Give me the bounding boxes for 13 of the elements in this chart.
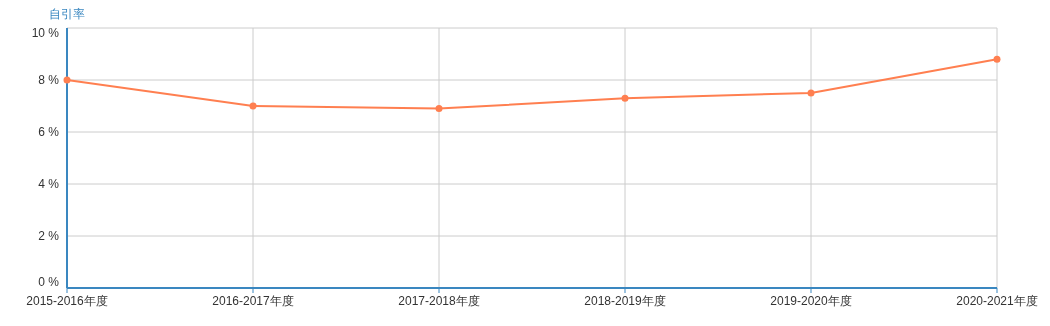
- y-tick-label: 2 %: [38, 229, 60, 243]
- y-tick-label: 6 %: [38, 125, 60, 139]
- x-tick-label: 2020-2021年度: [956, 294, 1038, 308]
- y-tick-label: 4 %: [38, 177, 60, 191]
- y-tick-label: 8 %: [38, 73, 60, 87]
- x-tick-label: 2018-2019年度: [584, 294, 666, 308]
- y-axis-title: 自引率: [49, 7, 85, 21]
- y-tick-label: 0 %: [38, 275, 60, 289]
- x-tick-label: 2016-2017年度: [212, 294, 294, 308]
- x-tick-label: 2015-2016年度: [26, 294, 108, 308]
- x-tick-label: 2019-2020年度: [770, 294, 852, 308]
- y-tick-label: 10 %: [31, 26, 60, 40]
- x-tick-label: 2017-2018年度: [398, 294, 480, 308]
